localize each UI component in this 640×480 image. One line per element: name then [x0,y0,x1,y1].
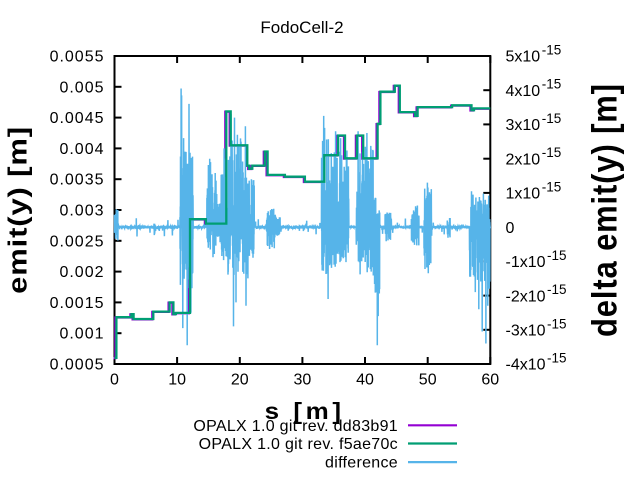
svg-text:0.0035: 0.0035 [50,172,105,189]
svg-text:0: 0 [110,372,119,389]
svg-text:delta emit(y) [m]: delta emit(y) [m] [586,84,625,337]
svg-text:OPALX 1.0 git rev. f5ae70c: OPALX 1.0 git rev. f5ae70c [199,436,398,453]
svg-text:OPALX 1.0 git rev. dd83b91: OPALX 1.0 git rev. dd83b91 [193,418,398,435]
svg-text:emit(y) [m]: emit(y) [m] [3,127,32,294]
svg-text:0.005: 0.005 [59,79,104,96]
svg-text:10: 10 [168,372,186,389]
svg-text:40: 40 [356,372,374,389]
svg-text:20: 20 [231,372,249,389]
svg-text:difference: difference [325,455,398,472]
svg-text:0.0025: 0.0025 [50,233,105,250]
svg-text:0.004: 0.004 [59,141,104,158]
svg-text:0: 0 [506,220,515,237]
svg-text:30: 30 [294,372,312,389]
svg-text:0.002: 0.002 [59,264,104,281]
svg-text:0.0005: 0.0005 [50,357,105,374]
svg-text:0.0055: 0.0055 [50,49,105,66]
svg-text:0.0045: 0.0045 [50,110,105,127]
svg-text:0.0015: 0.0015 [50,295,105,312]
svg-text:0.001: 0.001 [59,326,104,343]
svg-text:FodoCell-2: FodoCell-2 [260,18,343,37]
svg-text:60: 60 [481,372,499,389]
svg-text:50: 50 [419,372,437,389]
svg-text:0.003: 0.003 [59,203,104,220]
